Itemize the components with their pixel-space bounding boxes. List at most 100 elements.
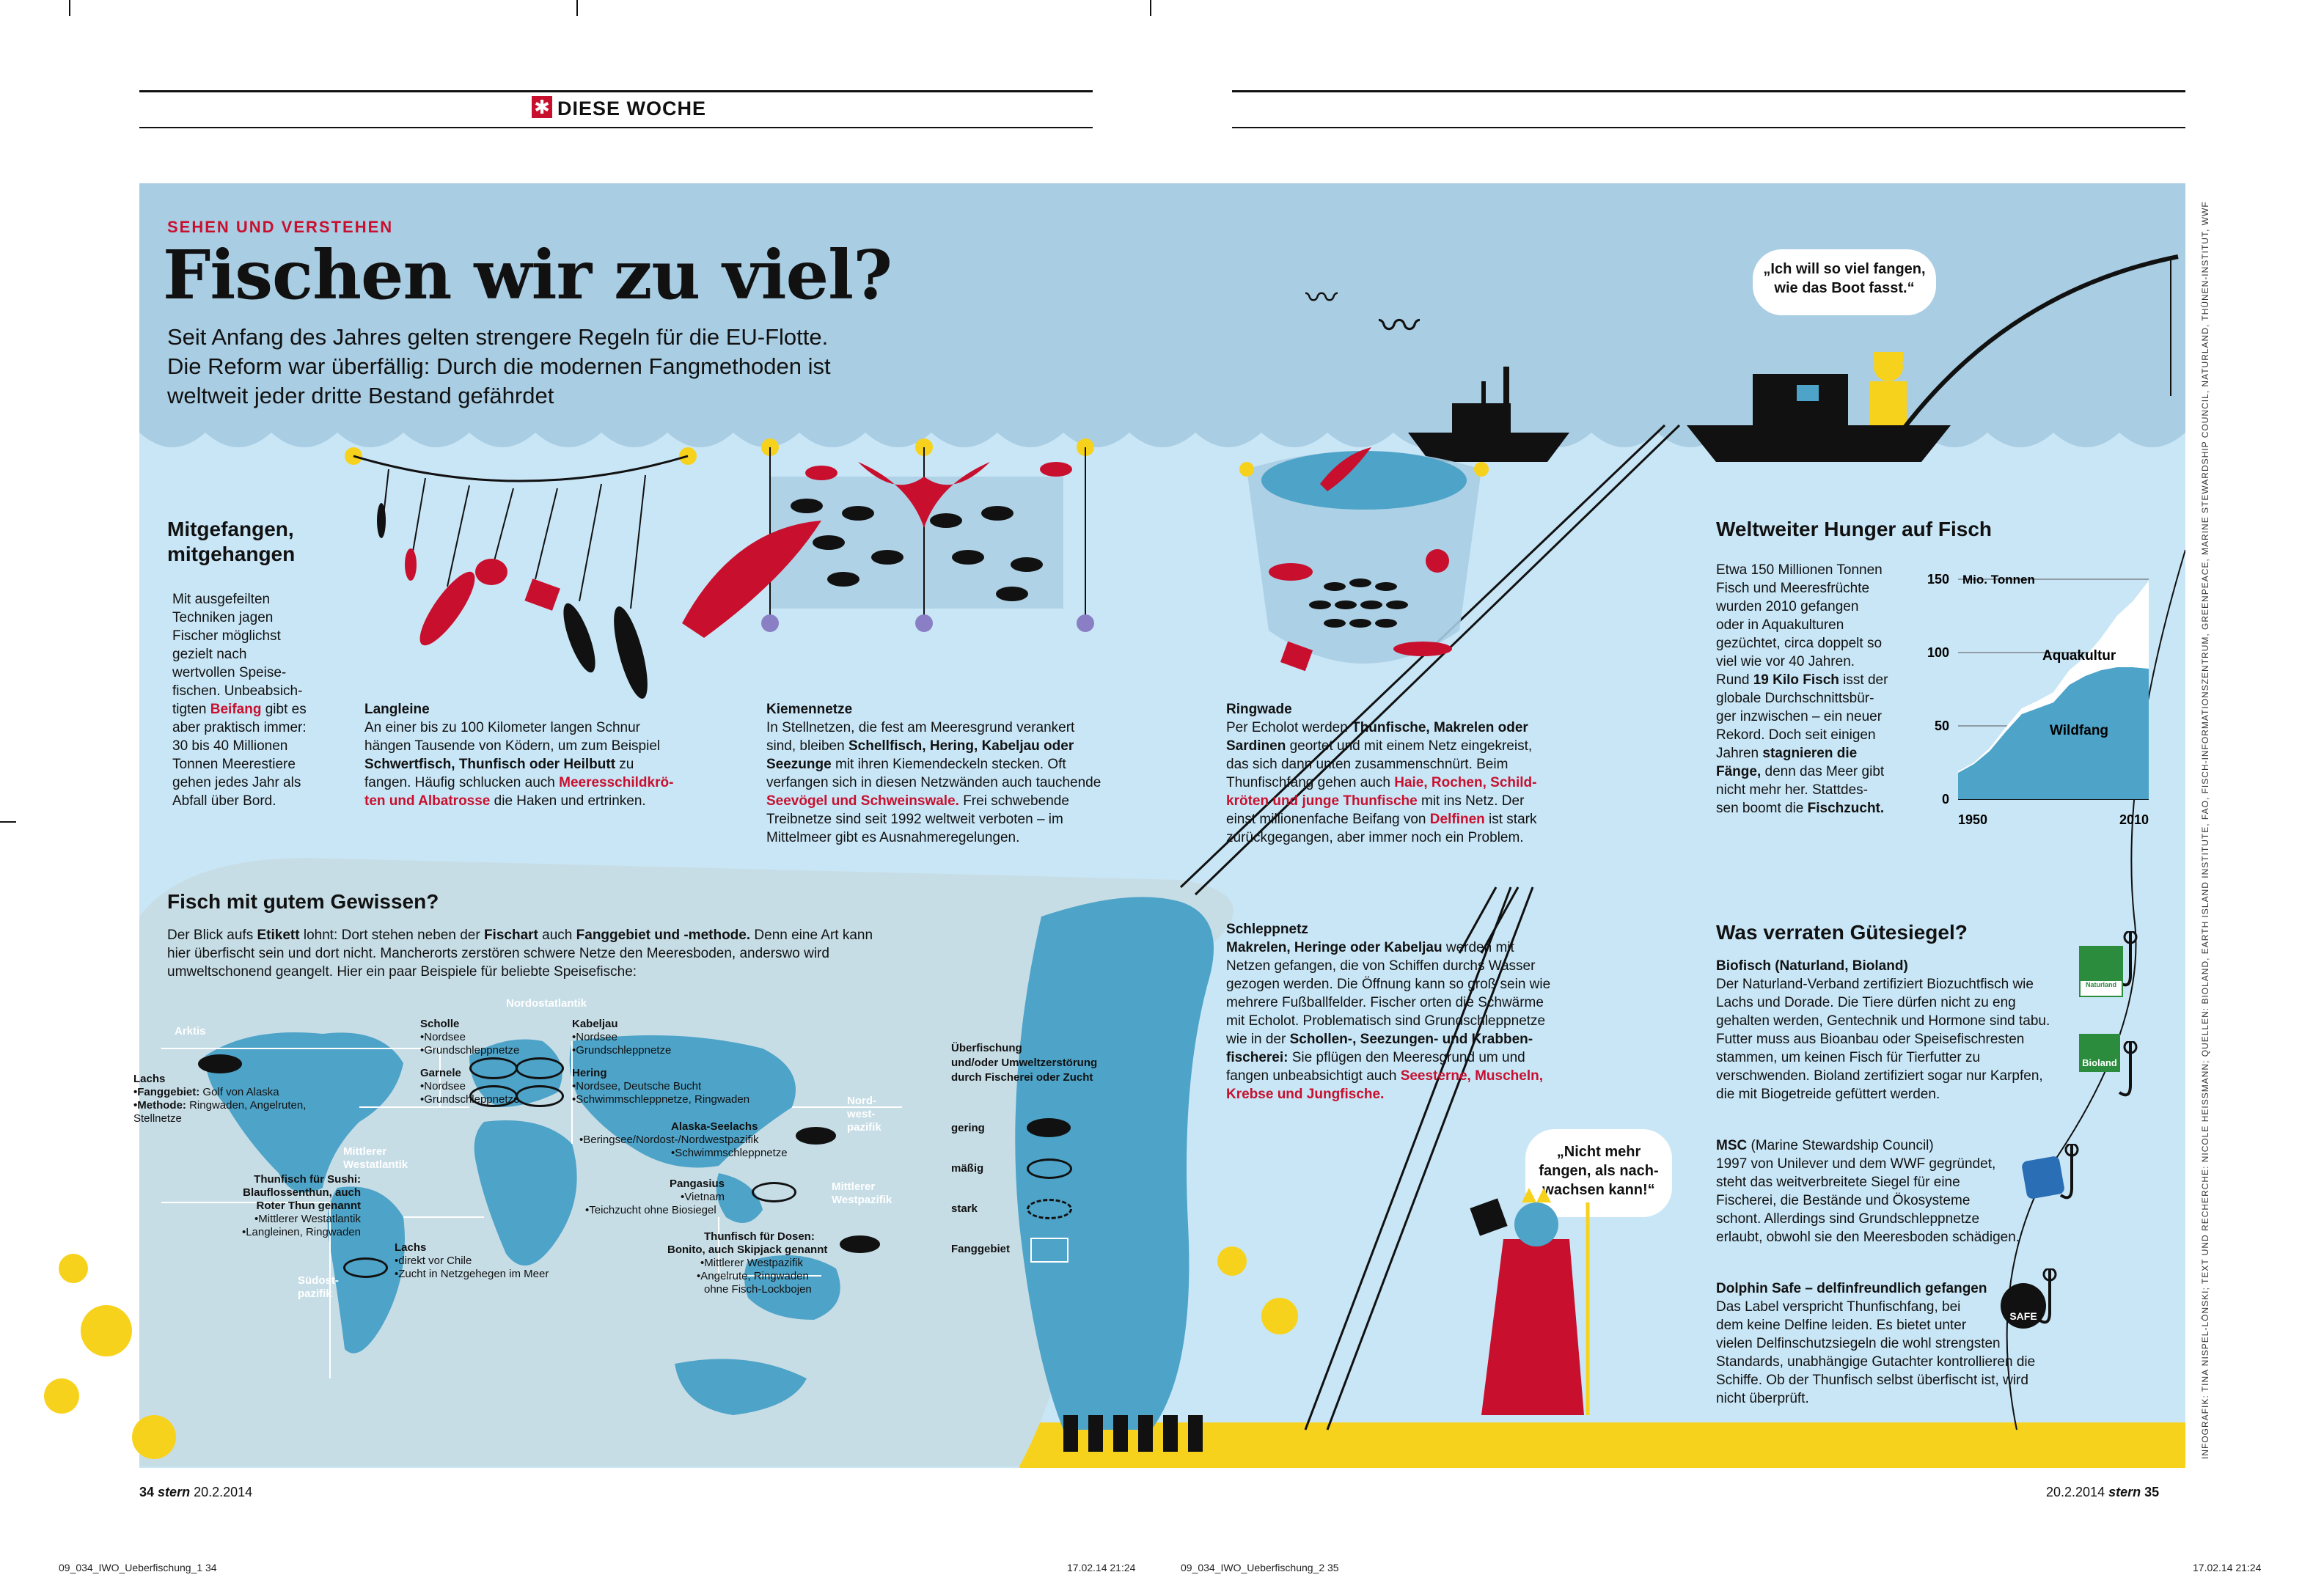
label-text: •Beringsee/Nordost-/Nordwestpazifik [579, 1134, 759, 1146]
seals-title: Was verraten Gütesiegel? [1716, 921, 1968, 944]
text-line: wertvollen Speise- [172, 665, 287, 680]
legend-fish-gering-icon [1027, 1118, 1071, 1137]
label-text: •Vietnam [681, 1191, 725, 1203]
hook-icon [2037, 1268, 2057, 1324]
legend-fanggebiet: Fanggebiet [951, 1243, 1011, 1255]
text-line: stammen, um keinen Fisch für Tierfutter … [1716, 1050, 1981, 1065]
bubble-decoration [1261, 1298, 1298, 1334]
text-line: hier überfischt sein und dort nicht. Man… [167, 946, 829, 961]
fisherman-speech-bubble: „Ich will so viel fangen, wie das Boot f… [1753, 249, 1936, 315]
gillnet-heading: Kiemennetze [766, 702, 853, 717]
text-line: Rund 19 Kilo Fisch isst der [1716, 671, 1907, 689]
legend-title: Überfischung und/oder Umweltzerstörung d… [951, 1041, 1097, 1085]
bird-icon: 〰 [1379, 303, 1420, 349]
bird-icon: 〰 [1305, 280, 1338, 316]
text-span: isst der [1839, 672, 1888, 688]
fish-name: Garnele [420, 1067, 461, 1079]
conscience-title: Fisch mit gutem Gewissen? [167, 890, 439, 913]
seal-dolphin-text: Dolphin Safe – delfinfreundlich gefangen… [1716, 1279, 2097, 1408]
fish-name: Pangasius [670, 1178, 725, 1190]
text-line: die mit Biogetreide gefüttert werden. [1716, 1087, 1940, 1102]
header-rule-left-2 [139, 127, 1093, 128]
text-span: fangen. Häufig schlucken auch [364, 775, 560, 790]
text-red: Meeresschildkrö- [559, 775, 674, 790]
credits: INFOGRAFIK: TINA NISPEL-LÖNSKI; TEXT UND… [2200, 201, 2210, 1459]
text-line: Lachs und Dorade. Die Tiere dürfen nicht… [1716, 995, 2016, 1010]
conscience-text: Der Blick aufs Etikett lohnt: Dort stehe… [167, 926, 945, 981]
text-line: Seezunge mit ihren Kiemendeckeln stecken… [766, 755, 1148, 774]
map-label-scholle: Scholle •Nordsee •Grundschleppnetze [420, 1018, 519, 1057]
region-line: pazifik [847, 1121, 881, 1134]
map-region-suedostpazifik: Südost- pazifik [298, 1274, 339, 1301]
text-line: Mittelmeer gibt es Ausnahmeregelungen. [766, 830, 1020, 845]
longline-illustration [345, 447, 697, 699]
text-span: gibt es [261, 702, 307, 717]
text-line: sen boomt die Fischzucht. [1716, 799, 1907, 818]
bubble-line: fangen, als nach- [1539, 1163, 1659, 1179]
slug-right: 09_034_IWO_Ueberfischung_2 35 [1181, 1562, 1339, 1573]
text-line: zurückgegangen, aber immer noch ein Prob… [1226, 830, 1524, 845]
legend-fanggebiet-swatch [1030, 1238, 1068, 1263]
magazine-name: stern [158, 1485, 191, 1499]
purse-seine-illustration [1239, 447, 1489, 672]
text-red: ten und Albatrosse [364, 793, 491, 809]
fish-icon-gering [840, 1235, 880, 1253]
text-span: mit ihren Kiemendeckeln stecken. Oft [831, 757, 1066, 772]
text-line: Krebse und Jungfische. [1226, 1085, 1608, 1103]
bycatch-title-line: Mitgefangen, [167, 518, 294, 540]
text-span: Frei schwebende [958, 793, 1069, 809]
text-bold: Schwertfisch, Thunfisch oder Heilbutt [364, 757, 616, 772]
crop-mark [0, 821, 16, 823]
text-line: kröten und junge Thunfische mit ins Netz… [1226, 792, 1608, 810]
text-bold: stagnieren die [1762, 746, 1858, 761]
bubble-line: wie das Boot fasst.“ [1774, 280, 1915, 296]
dolphin-safe-logo: SAFE [2001, 1283, 2046, 1329]
y-tick-label: 150 [1927, 572, 1949, 587]
hook-icon [2059, 1144, 2079, 1200]
series-area-wildfang [1958, 667, 2149, 799]
trawl-net-weights [1063, 1415, 1210, 1452]
text-bold: fischerei: [1226, 1050, 1289, 1065]
label-text: •Nordsee [420, 1031, 466, 1043]
text-line: dem keine Delfine leiden. Es bietet unte… [1716, 1318, 1967, 1333]
text-red: Delfinen [1429, 812, 1485, 827]
text-line: Das Label verspricht Thunfischfang, bei [1716, 1299, 1961, 1315]
fish-name: Scholle [420, 1018, 460, 1030]
text-span: denn das Meer gibt [1761, 764, 1885, 779]
fish-name: Hering [572, 1067, 607, 1079]
crop-mark [1150, 0, 1151, 16]
text-line: ger inzwischen – ein neuer [1716, 709, 1883, 724]
y-tick-label: 50 [1935, 719, 1949, 733]
chart-unit-label: Mio. Tonnen [1962, 573, 2035, 587]
text-line: Schwertfisch, Thunfisch oder Heilbutt zu [364, 755, 716, 774]
text-line: erlaubt, obwohl sie den Meeresboden schä… [1716, 1230, 2020, 1245]
text-bold: Fanggebiet und -methode. [576, 928, 751, 943]
text-line: Fänge, denn das Meer gibt [1716, 763, 1907, 781]
naturland-logo: Naturland [2079, 946, 2123, 997]
map-label-alaska-seelachs: Alaska-Seelachs •Beringsee/Nordost-/Nord… [579, 1120, 788, 1160]
region-line: Westatlantik [343, 1158, 408, 1171]
text-line: Tonnen Meerestiere [172, 757, 296, 772]
legend-maessig: mäßig [951, 1162, 984, 1175]
text-bold: Schellfisch, Hering, Kabeljau oder [848, 738, 1074, 754]
text-line: fangen unbeabsichtigt auch Seesterne, Mu… [1226, 1067, 1608, 1085]
text-line: vielen Delfinschutzsiegeln die wohl stre… [1716, 1336, 2001, 1351]
text-line: Fisch und Meeresfrüchte [1716, 581, 1870, 596]
gillnet-illustration [682, 438, 1094, 638]
text-span: (Marine Stewardship Council) [1747, 1138, 1934, 1153]
text-red: kröten und junge Thunfische [1226, 793, 1418, 809]
text-line: fischerei: Sie pflügen den Meeresgrund u… [1226, 1048, 1608, 1067]
text-line: hängen Tausende von Ködern, um zum Beisp… [364, 738, 661, 754]
map-region-arktis: Arktis [175, 1025, 206, 1037]
fish-name: Kabeljau [572, 1018, 618, 1030]
bubble-decoration [132, 1415, 176, 1459]
text-line: globale Durchschnittsbür- [1716, 691, 1874, 706]
text-line: gezogen werden. Die Öffnung kann so groß… [1226, 977, 1551, 992]
y-tick-label: 0 [1942, 792, 1949, 807]
text-bold: 19 Kilo Fisch [1753, 672, 1839, 688]
label-text: •Langleinen, Ringwaden [241, 1226, 361, 1238]
bubble-line: wachsen kann!“ [1542, 1182, 1655, 1198]
naturland-logo-text: Naturland [2085, 981, 2116, 988]
text-line: Netzen gefangen, die von Schiffen durchs… [1226, 958, 1536, 974]
beifang-highlight: Beifang [210, 702, 262, 717]
